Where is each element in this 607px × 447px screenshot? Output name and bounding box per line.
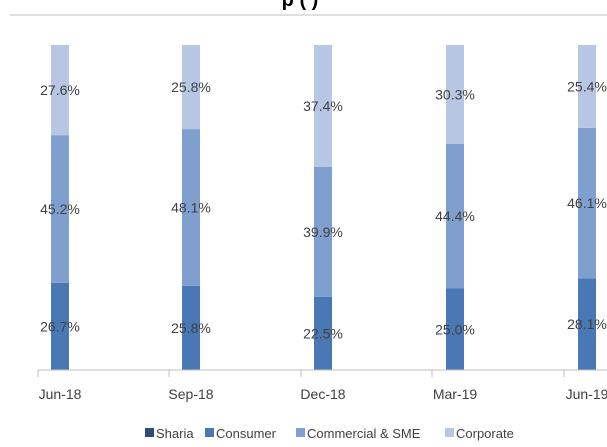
data-label-commercial-and-sme-sep-18: 48.1%: [171, 200, 211, 216]
legend-swatch-corporate: [445, 428, 454, 437]
bar-segment-commercial-and-sme-mar-19: [446, 143, 464, 289]
data-label-consumer-jun-18: 26.7%: [40, 318, 80, 334]
data-label-corporate-jun-19: 25.4%: [567, 78, 607, 94]
bar-segment-commercial-and-sme-sep-18: [182, 129, 200, 286]
data-label-consumer-sep-18: 25.8%: [171, 320, 211, 336]
bars-layer: [51, 45, 596, 370]
data-label-consumer-mar-19: 25.0%: [435, 321, 475, 337]
legend-swatch-sharia: [145, 428, 154, 437]
bar-segment-corporate-jun-19: [578, 45, 596, 128]
legend-label-consumer: Consumer: [216, 426, 277, 441]
bar-segment-corporate-mar-19: [446, 45, 464, 144]
bar-segment-corporate-dec-18: [314, 45, 332, 167]
x-axis-ticks: Jun-18 Sep-18 Dec-18 Mar-19 Jun-19: [37, 370, 607, 402]
x-tick-label-jun-18: Jun-18: [39, 386, 82, 402]
data-label-commercial-and-sme-jun-19: 46.1%: [567, 195, 607, 211]
chart-title: p ( ): [282, 0, 319, 11]
data-label-commercial-and-sme-mar-19: 44.4%: [435, 208, 475, 224]
x-tick-label-dec-18: Dec-18: [300, 386, 345, 402]
data-label-commercial-and-sme-dec-18: 39.9%: [303, 224, 343, 240]
data-label-corporate-mar-19: 30.3%: [435, 86, 475, 102]
legend-label-sharia: Sharia: [156, 426, 194, 441]
data-label-corporate-jun-18: 27.6%: [40, 82, 80, 98]
x-tick-label-sep-18: Sep-18: [168, 386, 213, 402]
legend-swatch-consumer: [205, 428, 214, 437]
legend: Sharia Consumer Commercial & SME Corporate: [145, 426, 514, 441]
data-label-consumer-dec-18: 22.5%: [303, 325, 343, 341]
bar-segment-corporate-jun-18: [51, 45, 69, 136]
bar-segment-consumer-jun-18: [51, 282, 69, 370]
legend-label-corporate: Corporate: [456, 426, 514, 441]
legend-swatch-commercial-and-sme: [296, 428, 305, 437]
bar-segment-consumer-jun-19: [578, 278, 596, 370]
bar-segment-corporate-sep-18: [182, 45, 200, 130]
bar-segment-consumer-dec-18: [314, 296, 332, 370]
data-label-corporate-dec-18: 37.4%: [303, 98, 343, 114]
bar-segment-commercial-and-sme-jun-18: [51, 135, 69, 283]
data-label-commercial-and-sme-jun-18: 45.2%: [40, 201, 80, 217]
data-labels-layer: 26.7% 45.2% 27.6% 25.8% 48.1% 25.8% 22.5% 39.9%…: [40, 78, 607, 341]
legend-label-commercial-and-sme: Commercial & SME: [307, 426, 421, 441]
bar-segment-commercial-and-sme-dec-18: [314, 166, 332, 297]
x-tick-label-jun-19: Jun-19: [566, 386, 607, 402]
x-tick-label-mar-19: Mar-19: [433, 386, 478, 402]
data-label-consumer-jun-19: 28.1%: [567, 316, 607, 332]
bar-segment-consumer-mar-19: [446, 288, 464, 370]
bar-segment-commercial-and-sme-jun-19: [578, 127, 596, 279]
bar-segment-consumer-sep-18: [182, 285, 200, 370]
data-label-corporate-sep-18: 25.8%: [171, 79, 211, 95]
